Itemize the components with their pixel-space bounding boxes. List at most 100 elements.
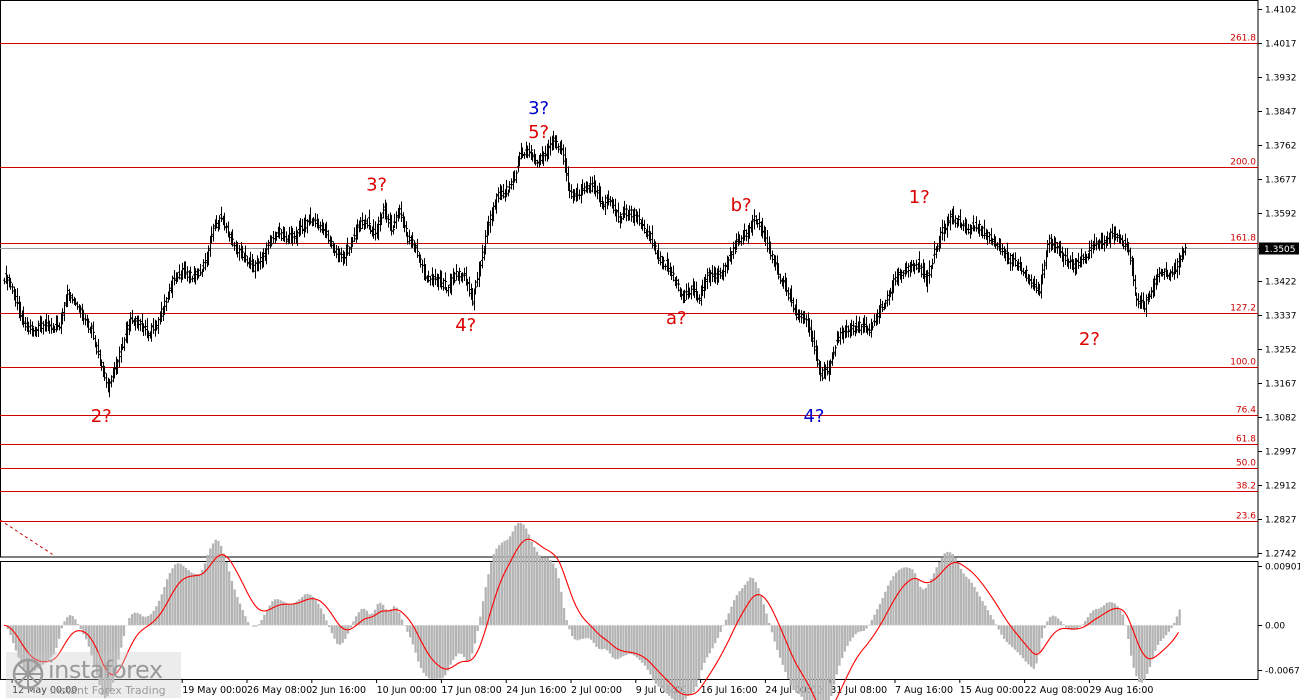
osc-histogram-bar [1156,625,1160,646]
osc-histogram-bar [978,596,981,626]
ohlc-bar [612,199,615,214]
osc-histogram-bar [643,625,647,666]
osc-histogram-bar [333,625,336,639]
osc-histogram-bar [55,625,58,648]
ohlc-bar [711,265,714,283]
ohlc-bar [176,272,179,283]
ohlc-bar [497,187,500,203]
wave-label: 3? [528,98,549,119]
osc-histogram-bar [136,612,139,626]
ohlc-bar [147,330,150,342]
osc-histogram-bar [776,625,779,650]
ohlc-bar [557,143,560,153]
ohlc-bar [505,179,508,198]
osc-histogram-bar [179,563,182,626]
ohlc-bar [1114,226,1117,241]
ohlc-bar [1103,235,1106,252]
osc-histogram-bar [1162,625,1165,639]
ohlc-bar [215,215,218,229]
osc-histogram-bar [387,610,390,626]
fib-label: 61.8 [1236,435,1256,445]
ohlc-bar [3,277,6,285]
price-bars [3,130,1187,398]
ohlc-bar [641,217,644,231]
osc-histogram-bar [1121,614,1125,626]
ohlc-bar [228,231,231,242]
osc-histogram-bar [1046,621,1049,626]
ohlc-bar [197,268,200,279]
ohlc-bar [479,260,482,277]
osc-histogram-bar [827,625,830,700]
osc-histogram-bar [970,582,973,626]
osc-histogram-bar [622,625,625,657]
osc-histogram-bar [438,625,441,679]
osc-histogram-bar [292,603,296,626]
ohlc-bar [515,170,518,184]
ohlc-bar [408,229,411,245]
osc-histogram-bar [981,601,984,626]
wave-label: a? [666,308,687,329]
osc-histogram-bar [255,625,258,627]
osc-histogram-bar [870,619,873,626]
ohlc-bar [27,321,30,335]
osc-histogram-bar [519,522,522,626]
ohlc-bar [356,219,359,240]
osc-histogram-bar [900,568,903,626]
osc-histogram-bar [562,607,566,626]
ohlc-bar [675,275,678,289]
ohlc-bar [518,151,521,167]
ohlc-bar [889,287,892,298]
price-y-axis: 1.4102 1.4017 1.3932 1.3847 1.3762 1.3677 1.35… [1258,6,1297,560]
osc-histogram-bar [1175,616,1179,626]
ohlc-bar [933,241,936,264]
ohlc-bar [366,218,369,229]
osc-histogram-bar [916,579,919,626]
ohlc-bar [468,276,471,297]
fib-label: 127.2 [1230,304,1256,314]
ohlc-bar [241,245,244,261]
osc-histogram-bar [595,625,598,647]
ohlc-bar [487,215,490,236]
ohlc-bar [293,231,296,244]
osc-histogram-bar [598,625,601,649]
osc-histogram-bar [252,625,255,627]
osc-histogram-bar [576,625,579,641]
ohlc-bar [949,210,952,231]
ohlc-bar [306,219,309,234]
ohlc-bar [56,315,59,331]
osc-histogram-bar [295,601,298,626]
ohlc-bar [419,254,422,268]
osc-histogram-bar [33,625,36,672]
osc-histogram-bar [309,594,312,626]
ohlc-bar [832,346,835,360]
ohlc-bar [1017,258,1020,271]
fib-label: 261.8 [1230,34,1256,44]
osc-histogram-bar [1005,625,1008,643]
osc-histogram-bar [841,625,844,659]
ohlc-bar [730,251,733,265]
ohlc-bar [596,185,599,200]
osc-histogram-bar [182,565,185,626]
ohlc-bar [1080,248,1083,268]
ohlc-bar [1124,233,1127,251]
ohlc-bar [704,274,707,291]
osc-histogram-bar [6,625,9,629]
ohlc-bar [698,294,701,305]
ohlc-bar [706,268,709,289]
osc-histogram-bar [319,608,323,626]
ohlc-bar [591,176,594,193]
osc-histogram-bar [279,600,282,626]
osc-histogram-bar [746,581,749,626]
fib-label: 50.0 [1236,459,1256,469]
current-price-label: 1.3505 [1264,245,1296,255]
ohlc-bar [813,330,816,355]
osc-histogram-bar [355,616,358,626]
ohlc-bar [225,222,228,234]
osc-histogram-bar [1154,625,1157,651]
fib-levels: 261.8 200.0 161.8 127.2 100.0 76.4 61.8 50.0 38.… [0,34,1258,522]
osc-histogram-bar [328,625,331,628]
osc-histogram-bar [722,625,725,626]
ohlc-bar [82,309,85,325]
ohlc-bar [40,316,43,334]
